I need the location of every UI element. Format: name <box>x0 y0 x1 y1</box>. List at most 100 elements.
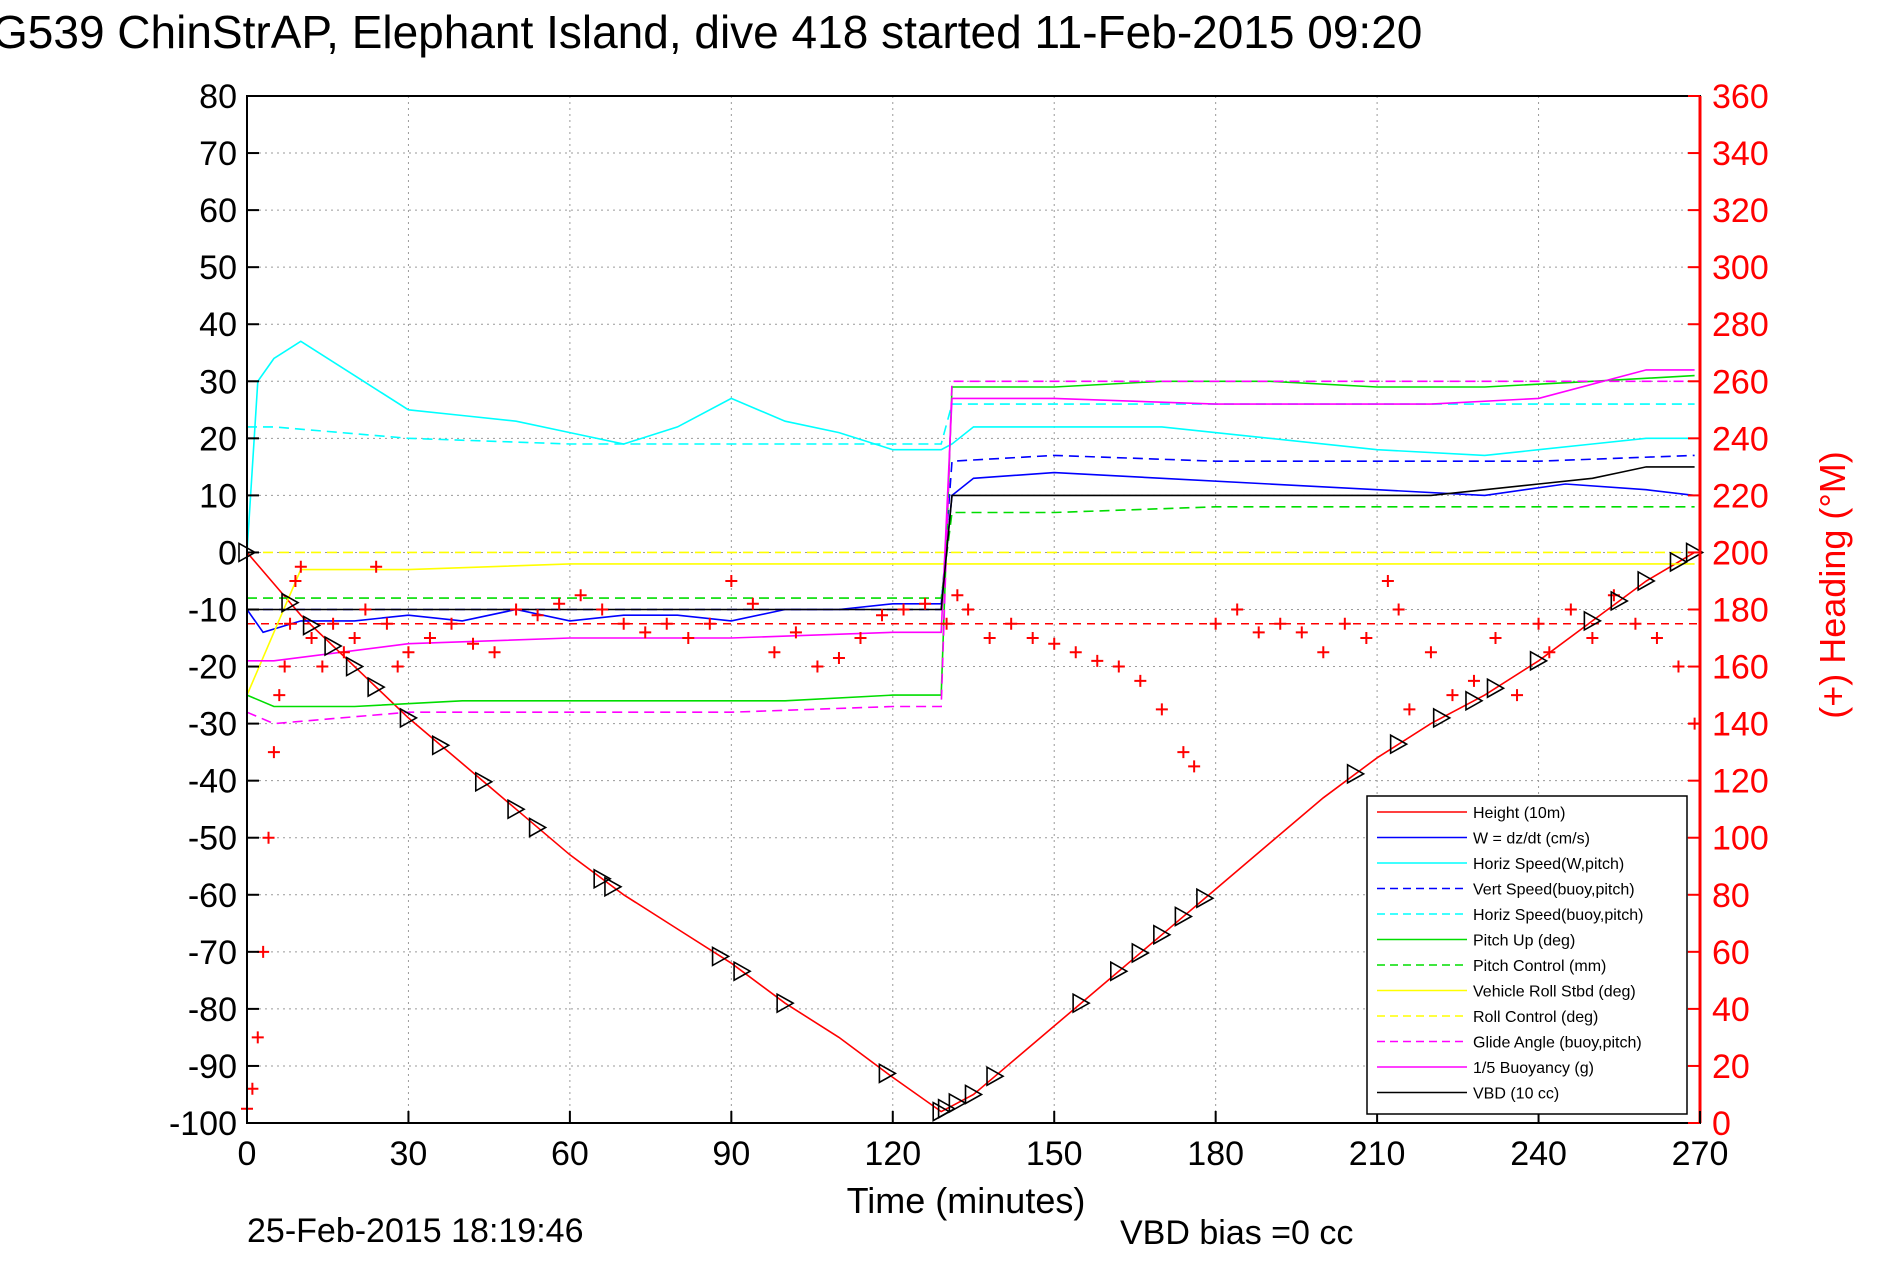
heading-point <box>1317 646 1330 659</box>
legend-entry: Vehicle Roll Stbd (deg) <box>1473 984 1636 1001</box>
heading-point <box>1586 632 1599 645</box>
legend-entry: Horiz Speed(W,pitch) <box>1473 856 1624 873</box>
right-tick-label: 340 <box>1712 135 1769 173</box>
heading-point <box>1532 617 1545 630</box>
series-vehicle-roll-stbd-deg <box>246 563 1695 696</box>
left-tick-label: -10 <box>188 592 237 630</box>
heading-point <box>423 632 436 645</box>
heading-point <box>1155 703 1168 716</box>
depth-marker <box>324 635 343 657</box>
depth-marker <box>1131 942 1150 964</box>
depth-marker <box>281 592 300 614</box>
heading-point <box>1112 660 1125 673</box>
depth-marker <box>1346 763 1366 785</box>
heading-point <box>391 660 404 673</box>
depth-marker <box>1637 570 1656 592</box>
left-tick-label: -30 <box>188 706 237 744</box>
left-tick-label: 70 <box>199 135 237 173</box>
heading-point <box>1403 703 1416 716</box>
heading-point <box>289 574 302 587</box>
right-tick-label: 260 <box>1712 363 1769 401</box>
depth-marker <box>948 1092 967 1114</box>
right-tick-label: 180 <box>1712 592 1769 630</box>
right-tick-label: 360 <box>1712 78 1769 116</box>
heading-point <box>768 646 781 659</box>
heading-point <box>1252 626 1265 639</box>
legend: Height (10m) W = dz/dt (cm/s) Horiz Speed(… <box>1366 795 1688 1115</box>
depth-marker <box>604 876 623 898</box>
x-tick-label: 270 <box>1672 1135 1729 1173</box>
heading-point <box>1338 617 1351 630</box>
heading-point <box>951 589 964 602</box>
series-heading-m <box>241 560 1701 1115</box>
heading-point <box>273 689 286 702</box>
depth-marker <box>1583 610 1603 632</box>
depth-marker <box>593 868 612 890</box>
left-tick-label: -80 <box>188 991 237 1029</box>
heading-point <box>1177 746 1190 759</box>
heading-point <box>348 632 361 645</box>
heading-point <box>1188 760 1201 773</box>
series-horiz-speed-w-pitch <box>246 340 1695 553</box>
heading-point <box>940 617 953 630</box>
depth-marker <box>1174 906 1194 927</box>
heading-point <box>467 637 480 650</box>
heading-point <box>531 609 544 622</box>
x-tick-label: 240 <box>1510 1135 1567 1173</box>
heading-point <box>1381 574 1394 587</box>
heading-point <box>1446 689 1459 702</box>
left-tick-label: 0 <box>218 534 237 572</box>
heading-point <box>370 560 383 573</box>
heading-point <box>639 626 652 639</box>
depth-markers <box>238 542 1705 1122</box>
heading-point <box>1564 603 1577 616</box>
left-tick-label: -90 <box>188 1048 237 1086</box>
heading-point <box>746 597 759 610</box>
heading-point <box>725 574 738 587</box>
heading-point <box>553 597 566 610</box>
legend-entry: Horiz Speed(buoy,pitch) <box>1473 907 1643 924</box>
right-tick-label: 0 <box>1712 1105 1731 1143</box>
series-height-10m <box>246 551 1696 1113</box>
heading-point <box>811 660 824 673</box>
left-tick-label: -100 <box>169 1105 237 1143</box>
heading-point <box>617 617 630 630</box>
heading-point <box>1005 617 1018 630</box>
depth-marker <box>711 946 731 967</box>
heading-point <box>682 632 695 645</box>
heading-point <box>305 632 318 645</box>
heading-point <box>1231 603 1244 616</box>
right-axis-label: (+) Heading (°M) <box>1812 451 1853 718</box>
right-tick-label: 300 <box>1712 249 1769 287</box>
depth-marker <box>937 1098 957 1120</box>
x-tick-label: 60 <box>551 1135 589 1173</box>
depth-marker <box>431 734 451 756</box>
left-tick-label: -40 <box>188 763 237 801</box>
depth-marker <box>507 798 526 820</box>
depth-marker <box>345 656 365 677</box>
heading-point <box>267 746 280 759</box>
heading-point <box>1026 632 1039 645</box>
heading-point <box>1543 646 1556 659</box>
heading-point <box>919 597 932 610</box>
heading-point <box>316 660 329 673</box>
left-axis-ticks: 80 70 60 50 40 30 20 10 0 -10 -20 -30 -40 -50 -60 -70 -8… <box>169 78 259 1143</box>
heading-point <box>359 603 372 616</box>
legend-entry: Height (10m) <box>1473 805 1565 822</box>
heading-point <box>897 603 910 616</box>
left-tick-label: -50 <box>188 820 237 858</box>
right-tick-label: 240 <box>1712 420 1769 458</box>
x-tick-label: 30 <box>390 1135 428 1173</box>
heading-point <box>278 660 291 673</box>
heading-point <box>1467 674 1480 687</box>
right-tick-label: 160 <box>1712 649 1769 687</box>
right-tick-label: 60 <box>1712 934 1750 972</box>
heading-point <box>1209 617 1222 630</box>
depth-marker <box>1685 542 1705 563</box>
left-tick-label: -60 <box>188 877 237 915</box>
depth-marker <box>1072 992 1091 1014</box>
x-axis-ticks: 0 30 60 90 120 150 180 210 240 270 <box>238 1111 1729 1173</box>
left-tick-label: -20 <box>188 649 237 687</box>
series-vbd-10-cc <box>247 466 1695 611</box>
right-tick-label: 280 <box>1712 306 1769 344</box>
